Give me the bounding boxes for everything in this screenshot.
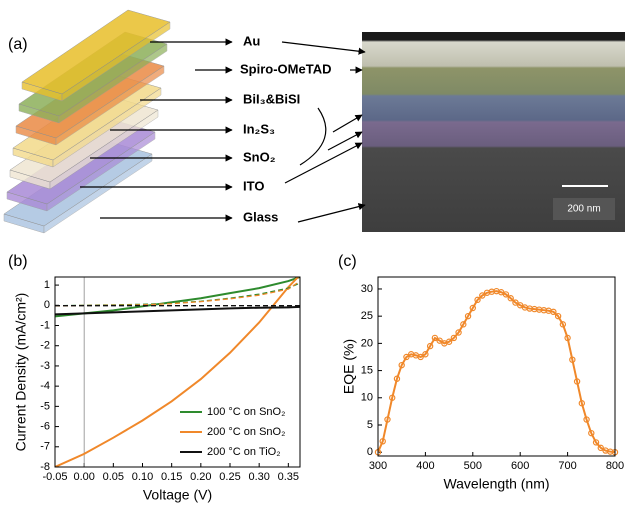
x-tick-label: 0.05 xyxy=(103,471,124,483)
y-tick-label: 0 xyxy=(44,299,50,311)
y-tick-label: -4 xyxy=(40,380,50,392)
y-tick-label: 0 xyxy=(367,446,373,458)
x-tick-label: 0.30 xyxy=(248,471,269,483)
y-tick-label: -3 xyxy=(40,360,50,372)
series-line xyxy=(55,307,300,314)
x-tick-label: 0.35 xyxy=(278,471,299,483)
x-tick-label: 800 xyxy=(606,460,624,472)
y-axis-label: Current Density (mA/cm²) xyxy=(13,293,29,452)
y-tick-label: -5 xyxy=(40,400,50,412)
arrow xyxy=(328,132,362,150)
y-tick-label: 20 xyxy=(361,337,373,349)
y-tick-label: -7 xyxy=(40,441,50,453)
y-tick-label: 10 xyxy=(361,392,373,404)
panel-label: (c) xyxy=(338,253,357,270)
y-tick-label: -2 xyxy=(40,340,50,352)
x-tick-label: 300 xyxy=(369,460,387,472)
layer-label: In₂S₃ xyxy=(243,121,275,136)
x-tick-label: 0.25 xyxy=(219,471,240,483)
page: {"panel_a":{"label":"(a)","layers":["Au"… xyxy=(0,0,625,506)
layer-label: ITO xyxy=(243,178,264,193)
y-tick-label: 25 xyxy=(361,310,373,322)
arrow xyxy=(285,143,362,183)
y-tick-label: 15 xyxy=(361,364,373,376)
layer-label: Glass xyxy=(243,209,278,224)
layer-label: Spiro-OMeTAD xyxy=(240,61,331,76)
arrow xyxy=(282,42,365,52)
arrow xyxy=(333,115,362,132)
scale-label: 200 nm xyxy=(567,204,600,215)
figure: (a) 200 nm Au Spiro-OMeTAD BiI₃&BiSI In₂S₃ S… xyxy=(0,0,625,506)
x-tick-label: 600 xyxy=(511,460,529,472)
panel-label: (a) xyxy=(8,36,28,53)
x-tick-label: 0.00 xyxy=(73,471,94,483)
y-axis-label: EQE (%) xyxy=(341,339,357,394)
y-tick-label: -8 xyxy=(40,461,50,473)
layer-label: BiI₃&BiSI xyxy=(243,91,300,106)
y-tick-label: 1 xyxy=(44,279,50,291)
bracket xyxy=(300,108,326,165)
y-tick-label: -1 xyxy=(40,319,50,331)
x-tick-label: 0.10 xyxy=(132,471,153,483)
x-tick-label: 0.20 xyxy=(190,471,211,483)
legend-label: 200 °C on SnO₂ xyxy=(207,426,285,438)
x-tick-label: 0.15 xyxy=(161,471,182,483)
x-tick-label: 400 xyxy=(416,460,434,472)
y-tick-label: -6 xyxy=(40,420,50,432)
y-tick-label: 5 xyxy=(367,419,373,431)
legend-label: 100 °C on SnO₂ xyxy=(207,406,285,418)
layer-label: SnO₂ xyxy=(243,149,276,164)
layer-stack xyxy=(4,10,170,233)
x-tick-label: 500 xyxy=(464,460,482,472)
legend-label: 200 °C on TiO₂ xyxy=(207,446,280,458)
x-axis-label: Wavelength (nm) xyxy=(443,476,549,492)
panel-label: (b) xyxy=(8,253,28,270)
y-tick-label: 30 xyxy=(361,283,373,295)
layer-label: Au xyxy=(243,33,260,48)
plot-frame xyxy=(378,277,615,456)
x-tick-label: 700 xyxy=(558,460,576,472)
series-line xyxy=(378,291,615,452)
arrow xyxy=(298,205,365,222)
x-axis-label: Voltage (V) xyxy=(143,487,212,503)
